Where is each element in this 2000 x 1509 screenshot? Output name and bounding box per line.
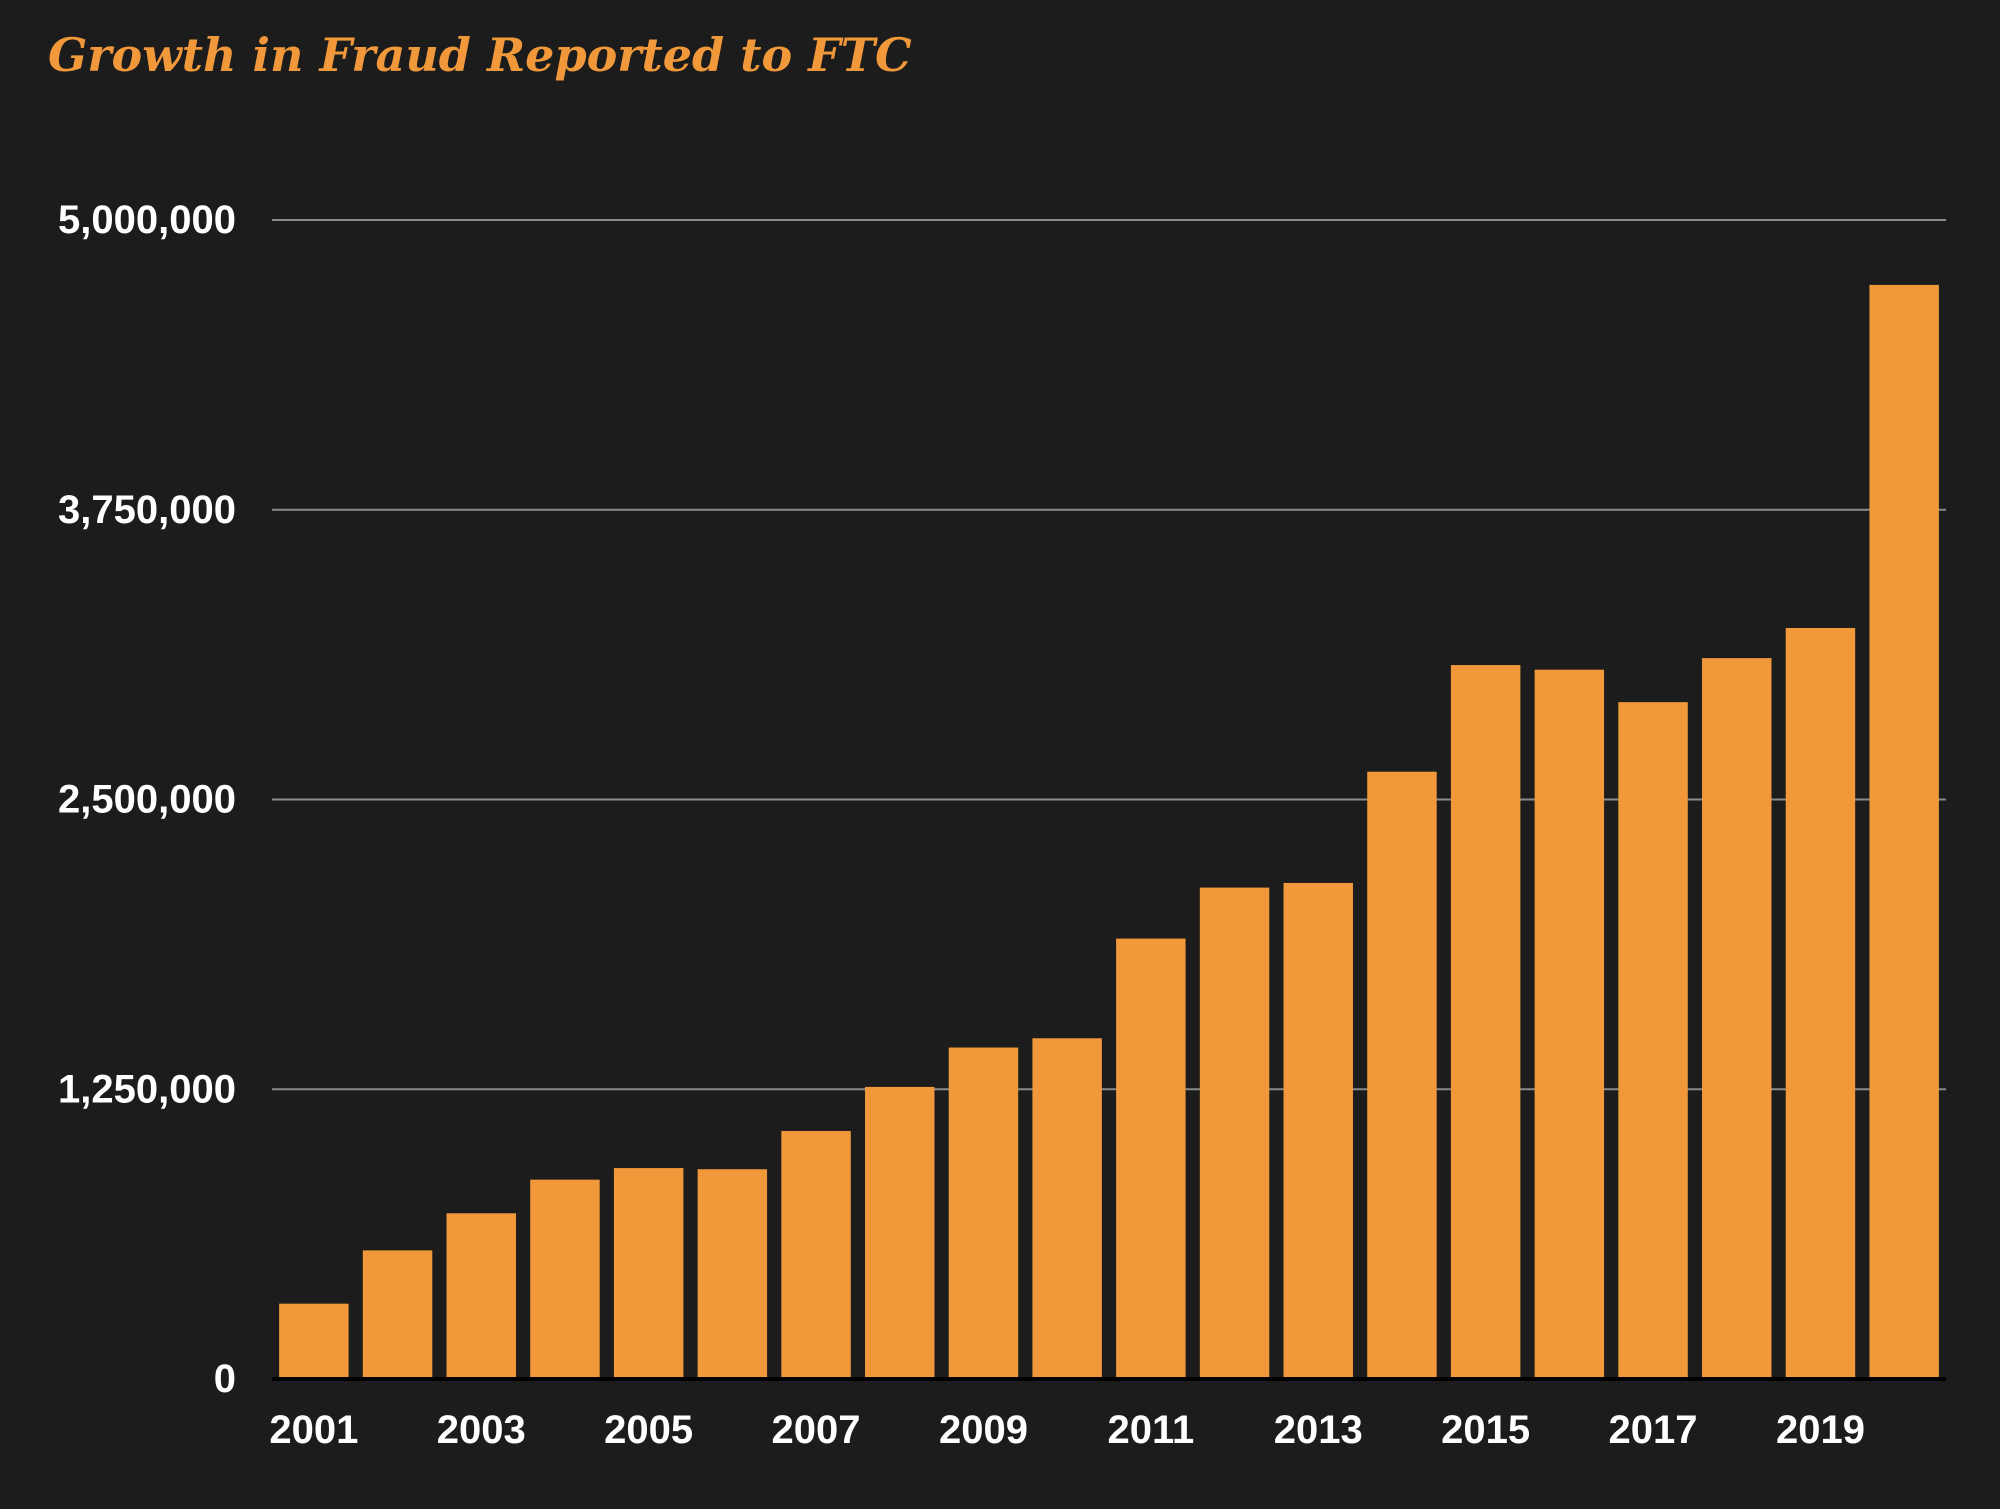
x-tick-label: 2009: [939, 1408, 1028, 1452]
bar-2018: [1702, 658, 1772, 1379]
x-tick-label: 2005: [604, 1408, 693, 1452]
bar-2016: [1534, 669, 1605, 1379]
y-tick-label: 3,750,000: [58, 488, 236, 532]
bar-2004: [530, 1179, 600, 1379]
y-axis-ticks: 0 1,250,000 2,500,000 3,750,000 5,000,000: [58, 198, 236, 1401]
bar-2006: [697, 1169, 768, 1379]
bar-2008: [865, 1086, 935, 1379]
x-axis-ticks: 2001 2003 2005 2007 2009 2011 2013 2015 2017 2019: [269, 1408, 1865, 1452]
bar-2012: [1199, 887, 1270, 1379]
y-tick-label: 0: [214, 1357, 236, 1401]
bar-2010: [1032, 1038, 1102, 1379]
y-tick-label: 5,000,000: [58, 198, 236, 242]
x-tick-label: 2007: [772, 1408, 861, 1452]
bar-2014: [1367, 771, 1437, 1379]
bar-2001: [279, 1303, 349, 1379]
x-tick-label: 2011: [1107, 1408, 1194, 1452]
x-tick-label: 2015: [1441, 1408, 1530, 1452]
chart-title: Growth in Fraud Reported to FTC: [48, 28, 912, 82]
y-tick-label: 1,250,000: [58, 1067, 236, 1111]
bar-2005: [613, 1168, 684, 1379]
bar-2015: [1450, 665, 1521, 1379]
x-tick-label: 2013: [1274, 1408, 1363, 1452]
grid-lines: [272, 219, 1946, 1091]
bar-2013: [1283, 882, 1353, 1379]
x-tick-label: 2019: [1776, 1408, 1865, 1452]
x-tick-label: 2001: [269, 1408, 358, 1452]
bars: [279, 284, 1939, 1379]
bar-2003: [446, 1213, 516, 1379]
bar-2017: [1618, 702, 1688, 1379]
bar-2009: [948, 1047, 1019, 1379]
x-tick-label: 2017: [1609, 1408, 1698, 1452]
bar-2020: [1869, 284, 1939, 1379]
bar-2002: [362, 1250, 433, 1379]
bar-2019: [1785, 627, 1856, 1379]
y-tick-label: 2,500,000: [58, 778, 236, 822]
x-tick-label: 2003: [437, 1408, 526, 1452]
bar-2007: [781, 1130, 851, 1379]
bar-2011: [1116, 938, 1186, 1379]
